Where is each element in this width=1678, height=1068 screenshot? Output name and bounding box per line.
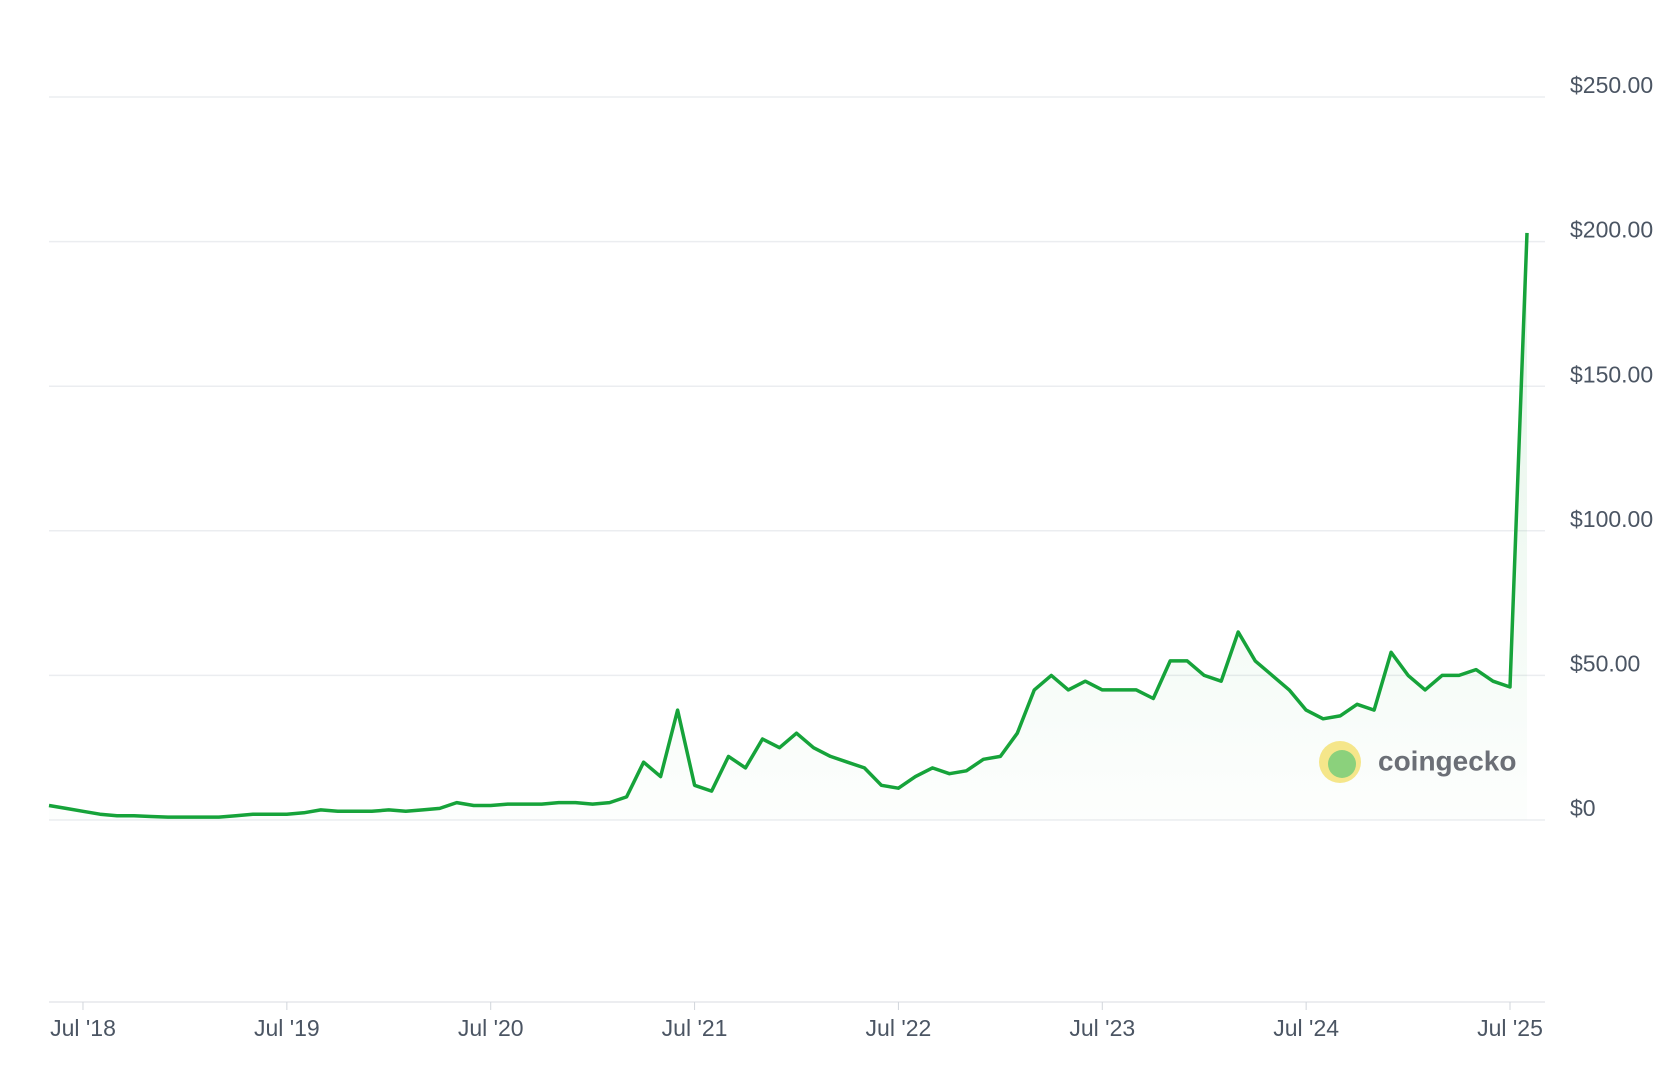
x-tick-label: Jul '19 xyxy=(254,1015,320,1041)
x-tick-label: Jul '21 xyxy=(662,1015,728,1041)
x-tick-label: Jul '23 xyxy=(1069,1015,1135,1041)
area xyxy=(49,232,1527,820)
x-tick-label: Jul '22 xyxy=(866,1015,932,1041)
y-tick-label: $100.00 xyxy=(1570,506,1653,532)
x-tick-label: Jul '24 xyxy=(1273,1015,1339,1041)
price-line xyxy=(48,232,1529,819)
y-tick-label: $200.00 xyxy=(1570,217,1653,243)
y-tick-label: $150.00 xyxy=(1570,361,1653,387)
x-tick-label: Jul '25 xyxy=(1477,1015,1543,1041)
y-tick-label: $0 xyxy=(1570,795,1596,821)
y-tick-label: $250.00 xyxy=(1570,72,1653,98)
y-tick-label: $50.00 xyxy=(1570,650,1640,676)
watermark: coingecko xyxy=(1378,745,1516,776)
x-tick-label: Jul '18 xyxy=(50,1015,116,1041)
x-tick-label: Jul '20 xyxy=(458,1015,524,1041)
logo-gecko xyxy=(1328,750,1356,778)
